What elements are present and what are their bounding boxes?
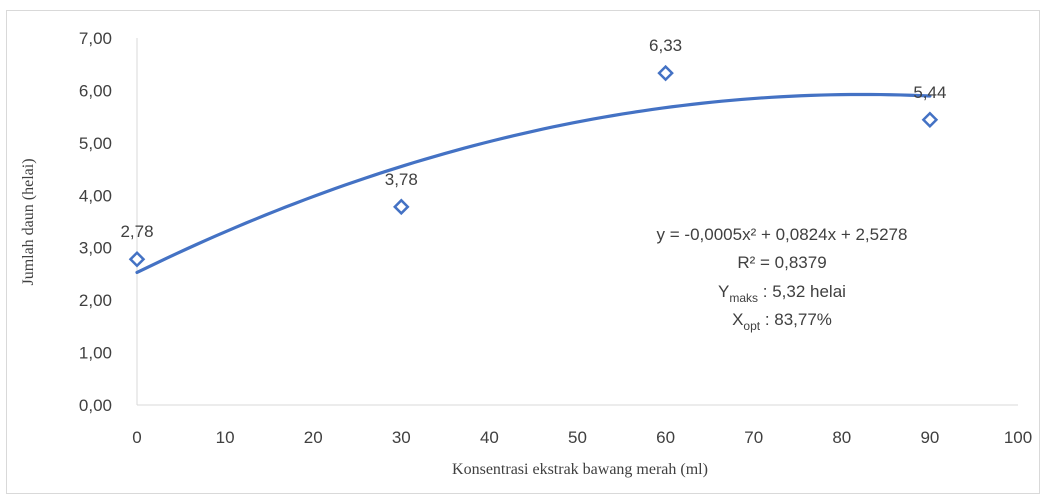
- r2-label: R² = 0,8379: [737, 253, 826, 272]
- xopt-prefix: X: [732, 310, 743, 329]
- y-tick-label: 5,00: [79, 134, 112, 153]
- y-tick-label: 7,00: [79, 29, 112, 48]
- ymaks-prefix: Y: [718, 282, 729, 301]
- data-point-label: 6,33: [649, 36, 682, 55]
- data-point-marker: [128, 250, 146, 268]
- ymaks-subscript: maks: [729, 291, 758, 305]
- y-tick-labels: 0,00 1,00 2,00 3,00 4,00 5,00 6,00 7,00: [79, 29, 112, 415]
- x-tick-label: 70: [744, 428, 763, 447]
- data-point-label: 2,78: [120, 222, 153, 241]
- x-axis-title: Konsentrasi ekstrak bawang merah (ml): [452, 461, 708, 478]
- y-tick-label: 6,00: [79, 81, 112, 100]
- data-point-label: 3,78: [385, 170, 418, 189]
- y-axis-title: Jumlah daun (helai): [20, 158, 37, 285]
- x-tick-label: 80: [832, 428, 851, 447]
- x-tick-label: 0: [132, 428, 141, 447]
- x-tick-labels: 0 10 20 30 40 50 60 70 80 90 100: [132, 428, 1032, 447]
- y-tick-label: 0,00: [79, 396, 112, 415]
- x-tick-label: 30: [392, 428, 411, 447]
- data-labels-group: 2,78 3,78 6,33 5,44: [120, 36, 946, 241]
- x-tick-label: 90: [920, 428, 939, 447]
- xopt-value: : 83,77%: [760, 310, 832, 329]
- xopt-subscript: opt: [743, 319, 760, 333]
- x-tick-label: 60: [656, 428, 675, 447]
- data-point-marker: [657, 64, 674, 82]
- y-tick-label: 2,00: [79, 291, 112, 310]
- x-tick-label: 20: [304, 428, 323, 447]
- data-point-label: 5,44: [913, 83, 946, 102]
- y-tick-label: 1,00: [79, 344, 112, 363]
- markers-group: [128, 64, 939, 268]
- xopt-label: Xopt : 83,77%: [732, 310, 832, 333]
- x-tick-label: 100: [1004, 428, 1032, 447]
- equation-label: y = -0,0005x² + 0,0824x + 2,5278: [657, 225, 908, 244]
- x-tick-label: 40: [480, 428, 499, 447]
- trendline-annotation: y = -0,0005x² + 0,0824x + 2,5278 R² = 0,…: [657, 225, 908, 333]
- trendline-curve: [135, 92, 932, 275]
- ymaks-label: Ymaks : 5,32 helai: [718, 282, 846, 305]
- data-point-marker: [393, 198, 410, 216]
- y-tick-label: 3,00: [79, 239, 112, 258]
- data-point-marker: [921, 111, 939, 129]
- axes: [136, 38, 1018, 406]
- trendline-group: [135, 92, 932, 275]
- x-tick-label: 50: [568, 428, 587, 447]
- ymaks-value: : 5,32 helai: [758, 282, 846, 301]
- y-tick-label: 4,00: [79, 186, 112, 205]
- x-tick-label: 10: [216, 428, 235, 447]
